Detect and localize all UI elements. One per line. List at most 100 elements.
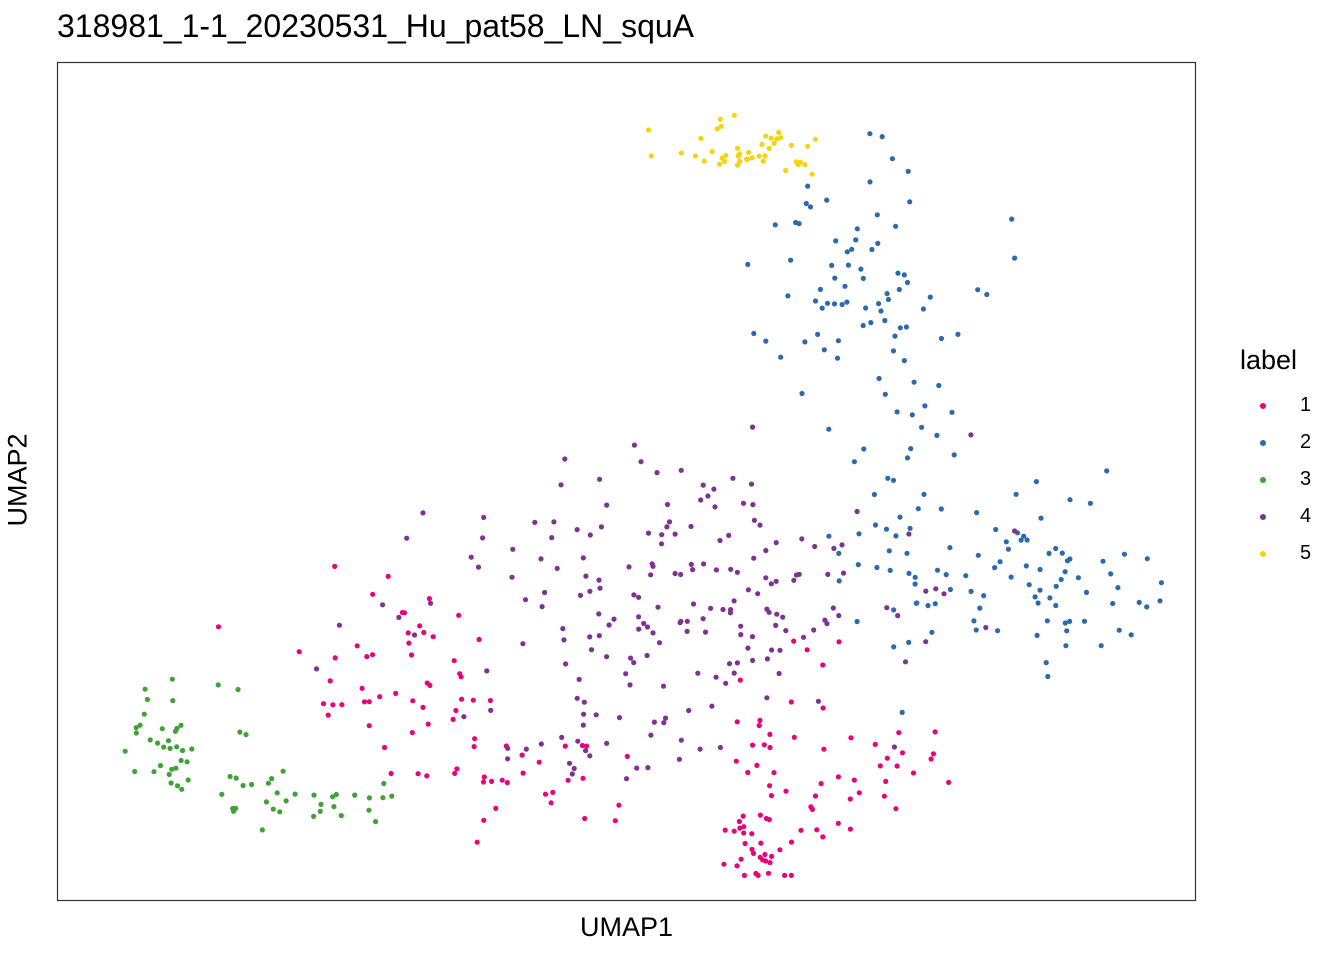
point-cluster-2 — [893, 223, 899, 229]
point-cluster-1 — [812, 793, 819, 799]
point-cluster-1 — [788, 872, 795, 879]
point-cluster-1 — [836, 639, 842, 645]
point-cluster-1 — [481, 774, 487, 780]
point-cluster-4 — [611, 616, 617, 622]
point-cluster-2 — [863, 305, 869, 311]
point-cluster-1 — [848, 735, 854, 741]
point-cluster-4 — [968, 432, 974, 438]
point-cluster-1 — [835, 820, 841, 826]
points-layer — [122, 112, 1164, 879]
point-cluster-4 — [690, 601, 697, 607]
point-cluster-2 — [895, 270, 901, 276]
point-cluster-1 — [910, 770, 917, 776]
point-cluster-5 — [776, 129, 782, 136]
point-cluster-4 — [549, 535, 555, 541]
point-cluster-1 — [408, 652, 415, 658]
point-cluster-5 — [709, 149, 715, 155]
point-cluster-4 — [705, 493, 711, 499]
legend-item-2: 2 — [1240, 431, 1311, 468]
point-cluster-2 — [1053, 583, 1059, 589]
point-cluster-3 — [161, 744, 167, 750]
point-cluster-4 — [738, 623, 744, 629]
point-cluster-1 — [741, 824, 747, 830]
point-cluster-4 — [750, 657, 756, 664]
point-cluster-2 — [992, 565, 998, 571]
point-cluster-2 — [1157, 598, 1163, 604]
point-cluster-4 — [648, 732, 654, 738]
point-cluster-1 — [470, 697, 476, 703]
point-cluster-2 — [856, 531, 862, 537]
point-cluster-4 — [695, 670, 701, 676]
point-cluster-4 — [755, 591, 761, 597]
point-cluster-5 — [714, 126, 720, 132]
point-cluster-2 — [785, 293, 791, 299]
point-cluster-3 — [219, 791, 225, 797]
point-cluster-2 — [947, 545, 953, 551]
point-cluster-4 — [488, 707, 494, 714]
point-cluster-4 — [596, 633, 602, 639]
point-cluster-2 — [938, 506, 944, 512]
point-cluster-5 — [768, 135, 774, 141]
point-cluster-4 — [636, 614, 642, 620]
point-cluster-1 — [932, 729, 938, 735]
legend-label-3: 3 — [1300, 468, 1312, 490]
point-cluster-2 — [984, 291, 990, 298]
point-cluster-4 — [566, 760, 573, 766]
point-cluster-1 — [877, 763, 883, 769]
point-cluster-4 — [791, 577, 797, 583]
point-cluster-2 — [975, 287, 981, 293]
point-cluster-1 — [769, 853, 775, 860]
point-cluster-2 — [817, 286, 824, 292]
point-cluster-2 — [876, 375, 882, 382]
point-cluster-4 — [774, 611, 780, 617]
point-cluster-1 — [425, 721, 431, 727]
point-cluster-2 — [878, 308, 884, 314]
point-cluster-2 — [997, 559, 1003, 565]
point-cluster-1 — [756, 722, 762, 729]
point-cluster-4 — [604, 740, 610, 746]
point-cluster-4 — [538, 741, 544, 747]
point-cluster-1 — [881, 793, 888, 799]
point-cluster-4 — [688, 523, 694, 530]
point-cluster-1 — [393, 690, 399, 697]
point-cluster-4 — [748, 481, 755, 487]
point-cluster-2 — [1121, 551, 1128, 557]
point-cluster-2 — [815, 331, 821, 337]
point-cluster-5 — [731, 112, 737, 118]
point-cluster-4 — [708, 605, 714, 611]
point-cluster-2 — [906, 570, 912, 577]
point-cluster-1 — [424, 680, 430, 686]
point-cluster-2 — [1064, 628, 1070, 634]
point-cluster-2 — [1012, 255, 1018, 261]
point-cluster-2 — [874, 564, 880, 571]
point-cluster-4 — [763, 547, 769, 554]
point-cluster-4 — [764, 656, 771, 662]
point-cluster-2 — [824, 197, 830, 203]
point-cluster-1 — [370, 652, 376, 658]
point-cluster-2 — [899, 709, 905, 716]
point-cluster-1 — [474, 839, 480, 845]
point-cluster-1 — [750, 742, 756, 748]
point-cluster-3 — [237, 729, 243, 735]
point-cluster-3 — [381, 780, 387, 787]
point-cluster-1 — [758, 840, 764, 846]
point-cluster-2 — [851, 459, 858, 465]
point-cluster-4 — [731, 598, 737, 604]
point-cluster-2 — [1128, 632, 1134, 638]
point-cluster-4 — [520, 641, 526, 647]
point-cluster-5 — [805, 143, 811, 149]
point-cluster-4 — [783, 628, 789, 634]
point-cluster-4 — [825, 571, 831, 578]
point-cluster-3 — [311, 813, 317, 820]
point-cluster-1 — [454, 766, 460, 772]
point-cluster-1 — [757, 717, 763, 724]
point-cluster-3 — [215, 682, 221, 688]
point-cluster-5 — [744, 156, 751, 162]
point-cluster-5 — [756, 153, 762, 159]
point-cluster-1 — [791, 638, 797, 644]
point-cluster-2 — [1033, 479, 1039, 485]
point-cluster-4 — [678, 467, 684, 473]
point-cluster-1 — [763, 858, 769, 864]
point-cluster-4 — [644, 652, 650, 659]
point-cluster-3 — [317, 808, 323, 814]
